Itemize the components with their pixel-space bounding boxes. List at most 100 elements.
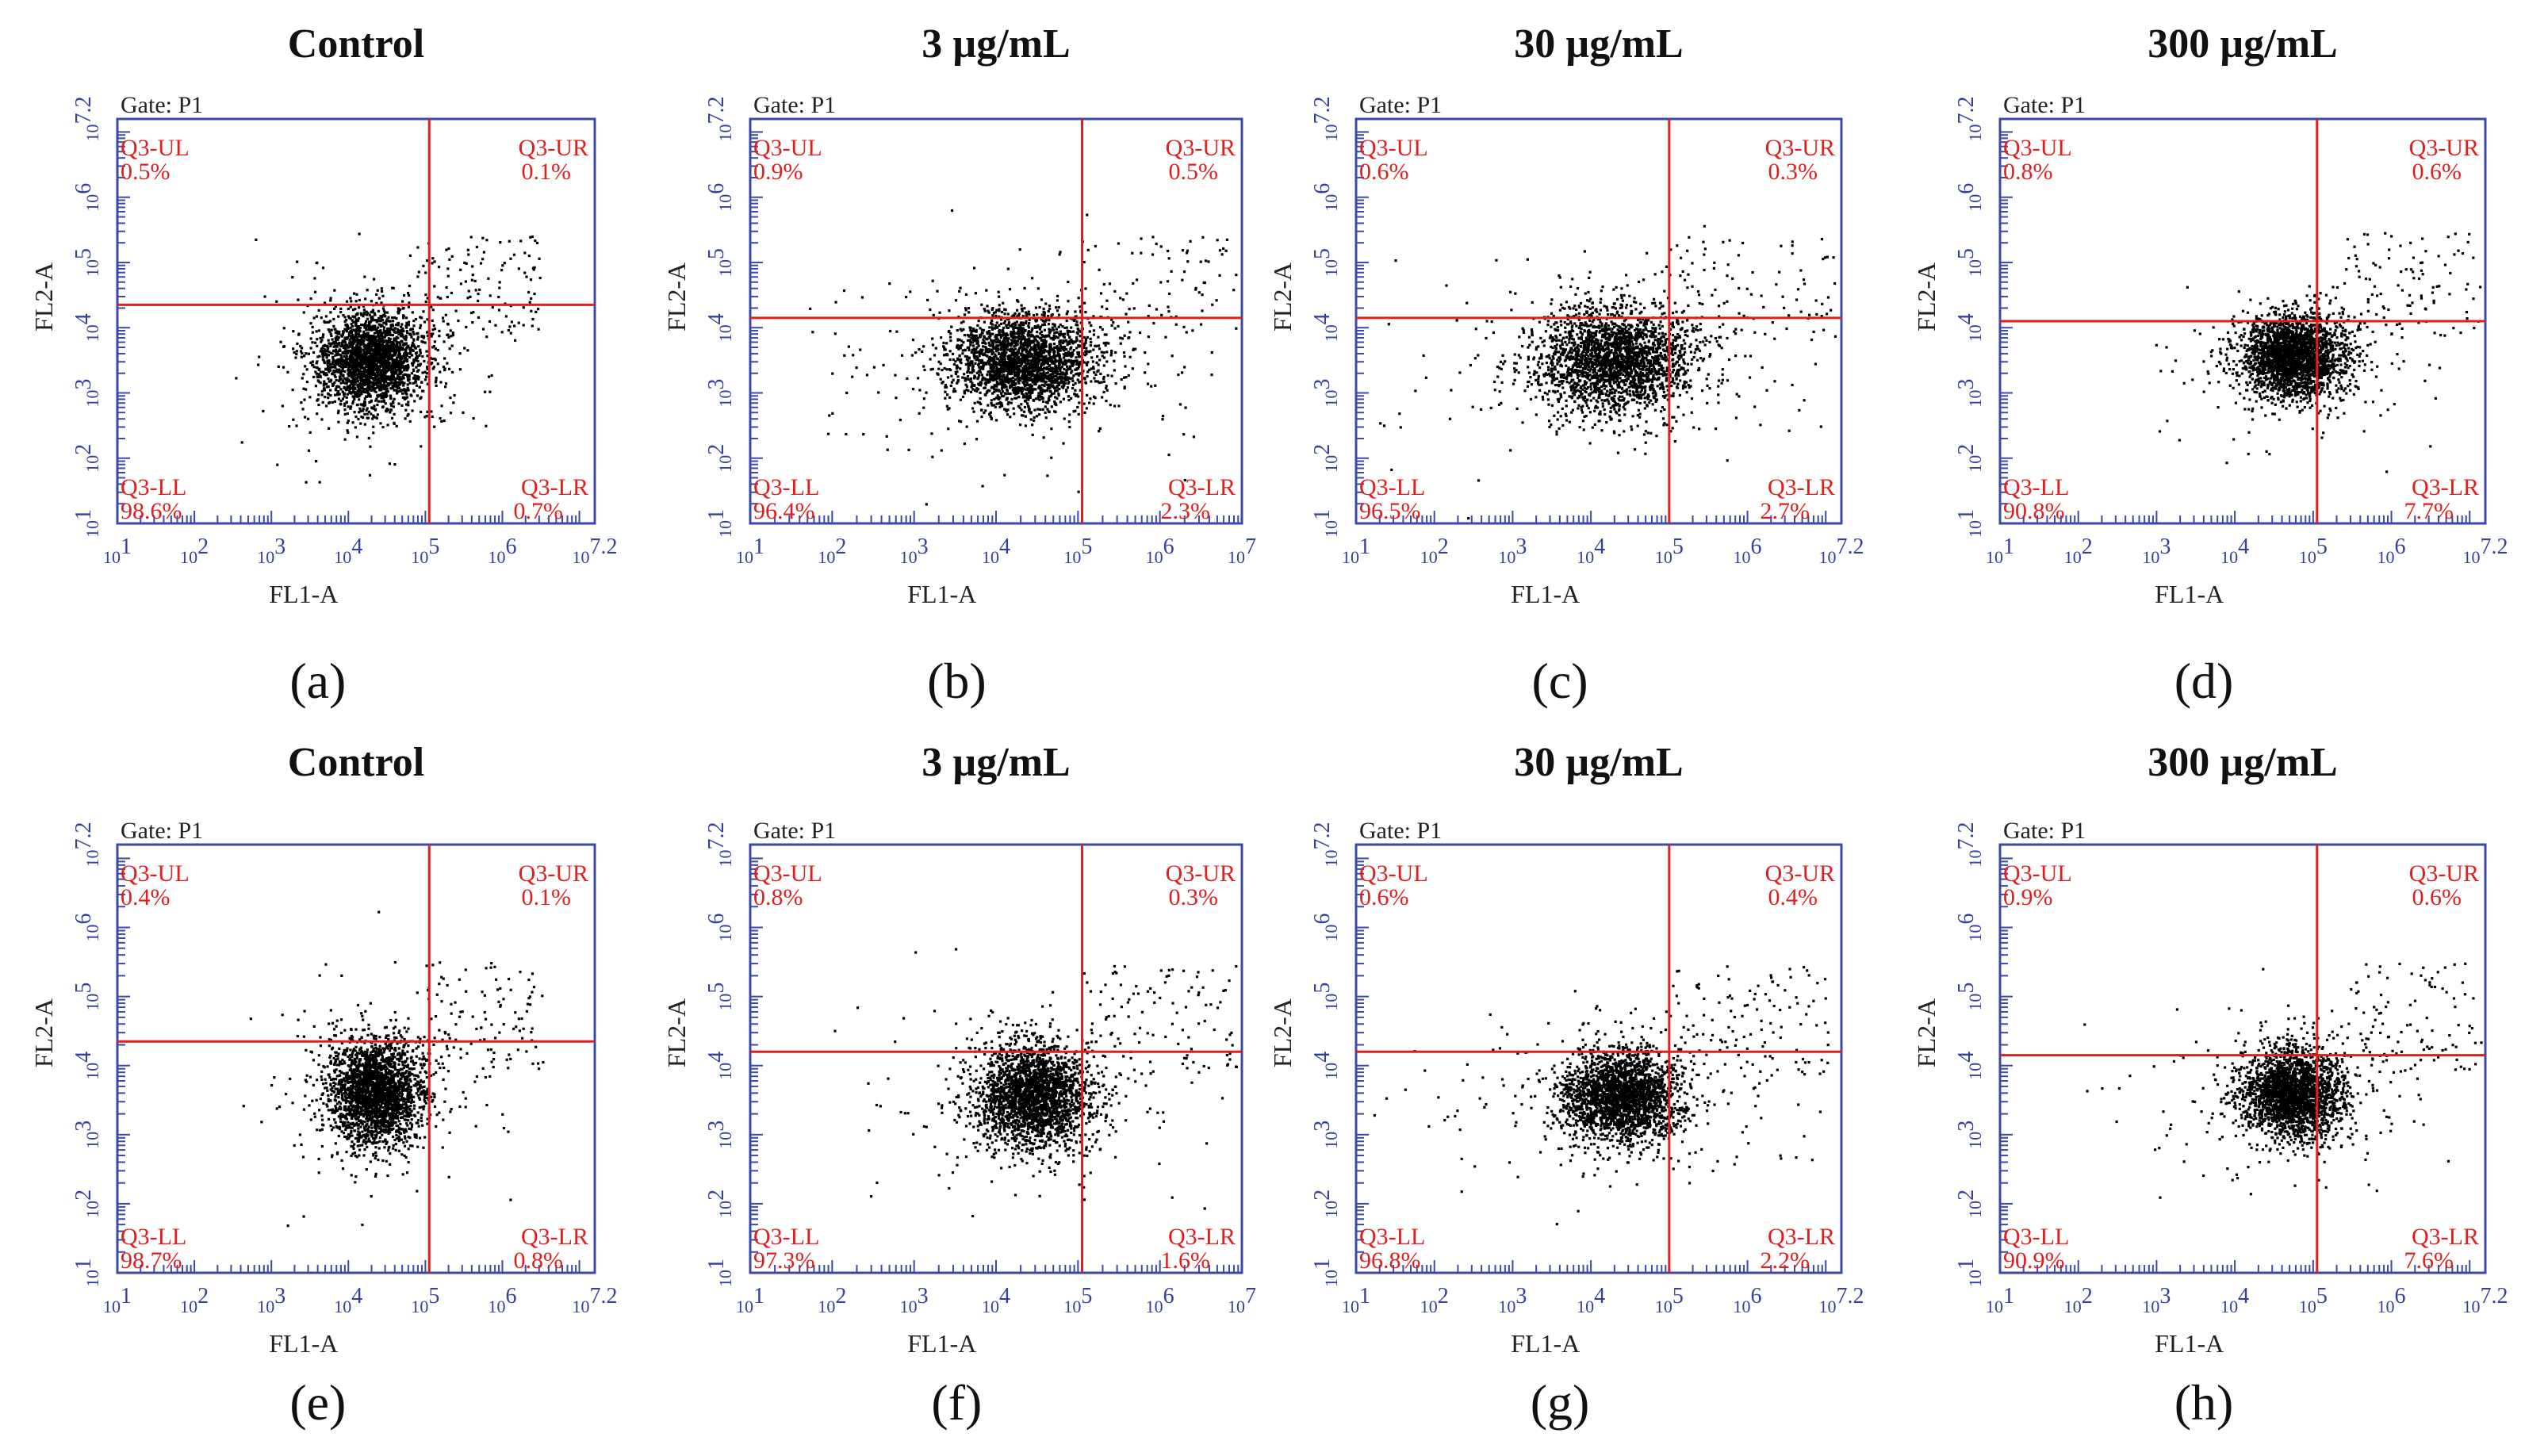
data-point	[415, 384, 419, 387]
data-point	[975, 334, 978, 337]
data-point	[1071, 379, 1075, 383]
data-point	[1017, 381, 1021, 385]
data-point	[377, 400, 380, 403]
data-point	[933, 354, 937, 357]
data-point	[1090, 356, 1094, 359]
data-point	[1059, 330, 1062, 333]
data-point	[407, 305, 410, 308]
data-point	[347, 358, 350, 361]
data-point	[995, 368, 998, 371]
data-point	[955, 367, 959, 370]
data-point	[371, 388, 374, 391]
data-point	[347, 327, 350, 330]
data-point	[362, 330, 366, 333]
data-point	[425, 350, 428, 353]
data-point	[964, 363, 967, 366]
data-point	[1151, 253, 1155, 256]
data-point	[377, 332, 380, 335]
data-point	[1185, 331, 1188, 334]
data-point	[400, 332, 404, 335]
data-point	[408, 420, 412, 423]
data-point	[381, 350, 385, 353]
data-point	[1101, 328, 1104, 331]
data-point	[411, 311, 414, 314]
data-point	[994, 361, 997, 364]
data-point	[363, 275, 366, 278]
data-point	[416, 370, 419, 373]
data-point	[481, 236, 485, 239]
data-point	[326, 320, 329, 324]
data-point	[1020, 346, 1023, 349]
data-point	[305, 481, 308, 484]
data-point	[321, 266, 325, 270]
data-point	[370, 335, 374, 338]
data-point	[431, 415, 434, 419]
data-point	[1235, 327, 1238, 330]
data-point	[512, 253, 516, 256]
data-point	[1086, 361, 1090, 364]
data-point	[393, 422, 396, 425]
data-point	[337, 315, 340, 318]
data-point	[350, 331, 354, 335]
data-point	[320, 339, 324, 342]
data-point	[366, 416, 369, 420]
data-point	[1066, 343, 1069, 347]
data-point	[380, 361, 383, 364]
data-point	[1093, 371, 1096, 374]
data-point	[341, 351, 344, 355]
data-point	[395, 377, 398, 380]
data-point	[377, 297, 381, 300]
data-point	[471, 273, 474, 277]
data-point	[349, 297, 352, 300]
data-point	[1013, 321, 1017, 324]
data-point	[1071, 330, 1075, 333]
data-point	[370, 346, 373, 349]
data-point	[946, 376, 950, 379]
data-point	[1161, 415, 1165, 418]
data-point	[1038, 385, 1041, 389]
data-point	[971, 388, 975, 391]
data-point	[335, 345, 339, 348]
data-point	[1062, 339, 1065, 343]
data-point	[886, 448, 889, 451]
data-point	[399, 366, 402, 370]
data-point	[365, 381, 369, 384]
data-point	[438, 335, 441, 338]
data-point	[363, 390, 366, 394]
data-point	[447, 335, 450, 339]
data-point	[355, 366, 358, 370]
data-point	[1099, 372, 1102, 376]
data-point	[531, 235, 534, 239]
data-point	[987, 378, 990, 381]
data-point	[1119, 336, 1122, 339]
data-point	[994, 405, 997, 408]
data-point	[376, 374, 380, 377]
data-point	[1044, 320, 1047, 323]
data-point	[474, 289, 477, 292]
data-point	[359, 358, 362, 361]
data-point	[970, 332, 973, 335]
data-point	[1042, 380, 1045, 383]
data-point	[400, 340, 404, 343]
data-point	[974, 362, 977, 365]
data-point	[990, 326, 994, 329]
data-point	[485, 424, 488, 427]
data-point	[405, 396, 409, 399]
data-point	[361, 386, 364, 389]
data-point	[316, 412, 319, 416]
data-point	[360, 370, 363, 374]
data-point	[350, 405, 353, 408]
data-point	[1000, 310, 1004, 314]
data-point	[406, 386, 409, 389]
data-point	[392, 401, 395, 404]
data-point	[324, 367, 328, 370]
data-point	[296, 260, 299, 263]
data-point	[379, 358, 382, 361]
data-point	[423, 378, 427, 381]
data-point	[1174, 323, 1178, 326]
data-point	[1057, 362, 1061, 365]
data-point	[943, 346, 946, 350]
data-point	[385, 317, 389, 320]
data-point	[1043, 328, 1047, 331]
data-point	[401, 396, 405, 400]
